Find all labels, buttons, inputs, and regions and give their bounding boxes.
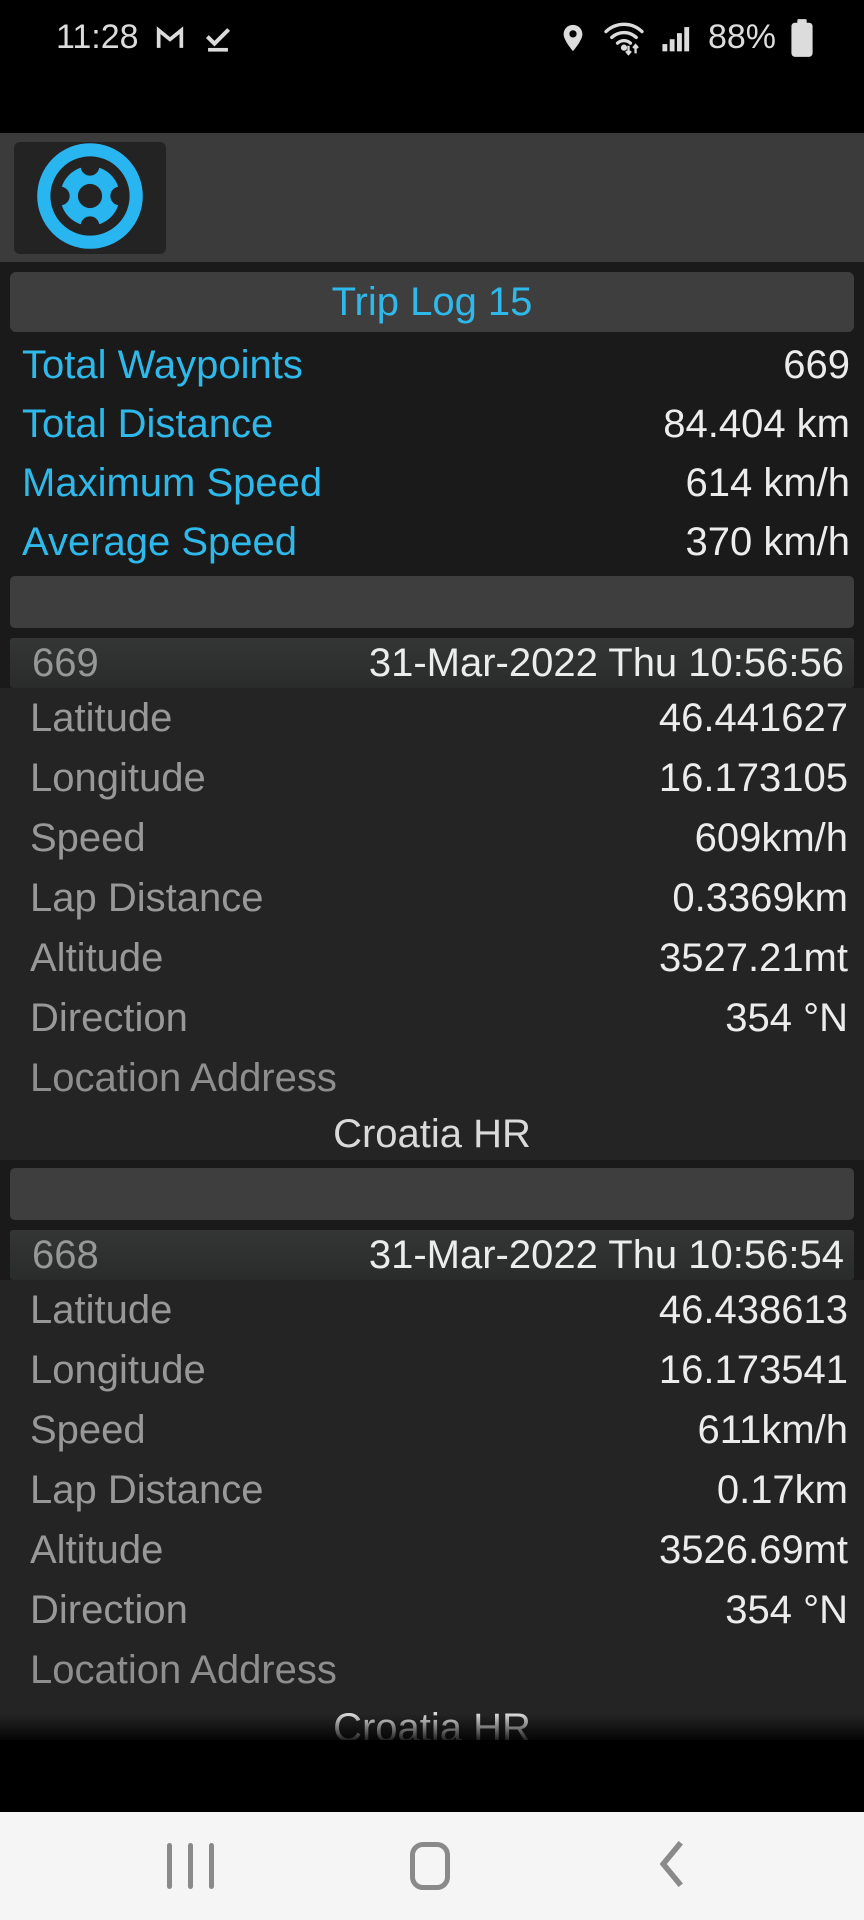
field-label: Altitude — [30, 935, 164, 980]
recents-icon — [166, 1843, 214, 1889]
waypoint-row-altitude: Altitude 3527.21mt — [0, 928, 864, 988]
waypoint-row-direction: Direction 354 °N — [0, 988, 864, 1048]
field-label: Speed — [30, 815, 146, 860]
field-value: 0.3369km — [672, 875, 848, 920]
navigation-bar — [0, 1812, 864, 1920]
battery-percent: 88% — [707, 18, 776, 56]
summary-row-maximum-speed: Maximum Speed 614 km/h — [0, 454, 864, 513]
location-address-value: Croatia HR — [0, 1108, 864, 1160]
app-menu-button[interactable] — [14, 142, 166, 254]
field-label: Longitude — [30, 1347, 206, 1392]
field-label: Direction — [30, 1587, 188, 1632]
download-done-icon — [201, 21, 235, 55]
trip-log-content[interactable]: Trip Log 15 Total Waypoints 669 Total Di… — [0, 262, 864, 1740]
recents-button[interactable] — [130, 1812, 250, 1920]
summary-row-average-speed: Average Speed 370 km/h — [0, 513, 864, 572]
field-label: Latitude — [30, 695, 173, 740]
field-value: 16.173541 — [658, 1347, 848, 1392]
waypoint-header[interactable]: 668 31-Mar-2022 Thu 10:56:54 — [10, 1230, 854, 1280]
separator-bar — [10, 576, 854, 628]
waypoint-row-lap-distance: Lap Distance 0.17km — [0, 1460, 864, 1520]
field-value: 3526.69mt — [658, 1527, 848, 1572]
field-value: 46.438613 — [658, 1287, 848, 1332]
waypoint-card-668[interactable]: 668 31-Mar-2022 Thu 10:56:54 Latitude 46… — [0, 1230, 864, 1740]
summary-value: 614 km/h — [685, 461, 850, 505]
waypoint-row-altitude: Altitude 3526.69mt — [0, 1520, 864, 1580]
field-value: 354 °N — [725, 995, 848, 1040]
waypoint-row-latitude: Latitude 46.438613 — [0, 1280, 864, 1340]
back-icon — [657, 1839, 687, 1894]
field-value: 609km/h — [694, 815, 848, 860]
home-button[interactable] — [370, 1812, 490, 1920]
field-label: Speed — [30, 1407, 146, 1452]
summary-row-total-waypoints: Total Waypoints 669 — [0, 336, 864, 395]
waypoint-row-direction: Direction 354 °N — [0, 1580, 864, 1640]
back-button[interactable] — [612, 1812, 732, 1920]
field-label: Latitude — [30, 1287, 173, 1332]
field-label: Direction — [30, 995, 188, 1040]
battery-icon — [790, 18, 814, 58]
waypoint-row-speed: Speed 609km/h — [0, 808, 864, 868]
waypoint-row-longitude: Longitude 16.173105 — [0, 748, 864, 808]
trip-title: Trip Log 15 — [331, 279, 533, 324]
wifi-icon — [602, 20, 646, 56]
location-address-value: Croatia HR — [0, 1700, 864, 1740]
location-address-label: Location Address — [0, 1640, 864, 1700]
location-address-label: Location Address — [0, 1048, 864, 1108]
field-label: Lap Distance — [30, 1467, 264, 1512]
field-value: 16.173105 — [658, 755, 848, 800]
summary-label: Total Distance — [22, 402, 274, 446]
waypoint-row-speed: Speed 611km/h — [0, 1400, 864, 1460]
summary-value: 370 km/h — [685, 520, 850, 564]
summary-value: 669 — [783, 343, 850, 387]
trip-summary: Total Waypoints 669 Total Distance 84.40… — [0, 336, 864, 572]
bottom-black-area — [0, 1740, 864, 1812]
waypoint-index: 669 — [32, 640, 99, 685]
signal-icon — [660, 21, 694, 55]
field-value: 3527.21mt — [658, 935, 848, 980]
field-label: Lap Distance — [30, 875, 264, 920]
waypoint-row-longitude: Longitude 16.173541 — [0, 1340, 864, 1400]
status-bar: 11:28 — [0, 0, 864, 75]
separator-bar — [10, 1168, 854, 1220]
waypoint-row-lap-distance: Lap Distance 0.3369km — [0, 868, 864, 928]
summary-label: Maximum Speed — [22, 461, 323, 505]
waypoint-timestamp: 31-Mar-2022 Thu 10:56:54 — [368, 1232, 844, 1277]
gmail-icon — [153, 21, 187, 55]
home-icon — [410, 1842, 450, 1890]
waypoint-body: Latitude 46.438613 Longitude 16.173541 S… — [0, 1280, 864, 1740]
waypoint-header[interactable]: 669 31-Mar-2022 Thu 10:56:56 — [10, 638, 854, 688]
field-label: Longitude — [30, 755, 206, 800]
app-bar — [0, 133, 864, 262]
waypoint-body: Latitude 46.441627 Longitude 16.173105 S… — [0, 688, 864, 1160]
field-value: 354 °N — [725, 1587, 848, 1632]
location-icon — [558, 21, 588, 55]
wheel-icon — [35, 141, 145, 256]
trip-title-bar: Trip Log 15 — [10, 272, 854, 332]
field-value: 46.441627 — [658, 695, 848, 740]
waypoint-row-latitude: Latitude 46.441627 — [0, 688, 864, 748]
summary-label: Total Waypoints — [22, 343, 303, 387]
field-value: 611km/h — [697, 1407, 848, 1452]
waypoint-timestamp: 31-Mar-2022 Thu 10:56:56 — [368, 640, 844, 685]
status-time: 11:28 — [56, 18, 139, 56]
waypoint-index: 668 — [32, 1232, 99, 1277]
field-value: 0.17km — [716, 1467, 848, 1512]
waypoint-card-669[interactable]: 669 31-Mar-2022 Thu 10:56:56 Latitude 46… — [0, 638, 864, 1160]
summary-row-total-distance: Total Distance 84.404 km — [0, 395, 864, 454]
field-label: Altitude — [30, 1527, 164, 1572]
summary-value: 84.404 km — [663, 402, 850, 446]
summary-label: Average Speed — [22, 520, 298, 564]
